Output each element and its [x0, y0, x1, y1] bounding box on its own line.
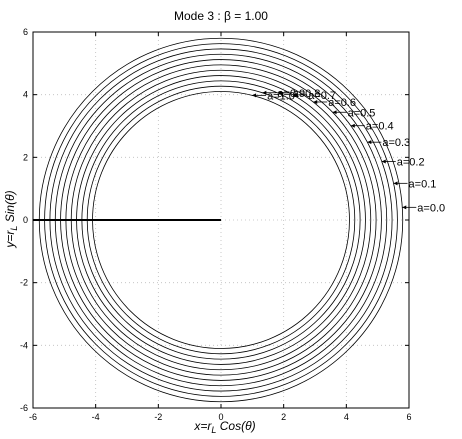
annotation-arrowhead — [350, 123, 355, 128]
y-tick-label: -2 — [20, 278, 28, 288]
y-tick-label: 6 — [23, 27, 28, 37]
annotation-arrowhead — [293, 92, 298, 97]
series-label: a=1.0 — [267, 90, 295, 102]
y-axis-label: y=rL Sin(θ) — [3, 190, 19, 248]
annotation-arrowhead — [262, 90, 267, 95]
x-tick-label: 4 — [344, 412, 349, 422]
x-axis-label: x=rL Cos(θ) — [193, 419, 255, 435]
annotation-arrowhead — [252, 93, 257, 98]
series-label: a=0.3 — [382, 137, 410, 149]
series-label: a=0.5 — [348, 107, 376, 119]
series-label: a=0.1 — [409, 178, 437, 190]
annotation-arrowhead — [313, 99, 318, 104]
annotation-arrowhead — [367, 140, 372, 145]
annotation-arrowhead — [381, 159, 386, 164]
y-tick-label: -4 — [20, 340, 28, 350]
y-tick-label: 4 — [23, 90, 28, 100]
y-axis-ticks: -6 -4 -2 0 2 4 6 — [20, 27, 409, 413]
y-tick-label: 2 — [23, 152, 28, 162]
x-tick-label: -6 — [29, 412, 37, 422]
x-axis-ticks: -6 -4 -2 0 2 4 6 — [29, 32, 412, 422]
series-label: a=0.0 — [417, 202, 445, 214]
annotation-arrowhead — [402, 205, 407, 210]
series-label: a=0.8 — [293, 88, 321, 100]
annotation-arrowhead — [332, 110, 337, 115]
annotation-arrowhead — [277, 90, 282, 95]
annotation-arrowhead — [393, 181, 398, 186]
chart-title: Mode 3 : β = 1.00 — [174, 9, 268, 23]
series-label: a=0.2 — [397, 156, 425, 168]
x-tick-label: 0 — [218, 412, 223, 422]
series-label: a=0.9 — [277, 88, 305, 100]
series-label: a=0.4 — [366, 121, 394, 133]
series-label: a=0.6 — [328, 97, 356, 109]
x-tick-label: 6 — [406, 412, 411, 422]
series-label: a=0.7 — [308, 90, 336, 102]
x-tick-label: -4 — [92, 412, 100, 422]
y-tick-label: 0 — [23, 215, 28, 225]
annotations: a=0.0 a=0.1 a=0.2 a=0.3 a=0.4 a=0.5a=0.6a=0.7… — [252, 88, 445, 214]
y-tick-label: -6 — [20, 403, 28, 413]
x-tick-label: -2 — [154, 412, 162, 422]
x-tick-label: 2 — [281, 412, 286, 422]
